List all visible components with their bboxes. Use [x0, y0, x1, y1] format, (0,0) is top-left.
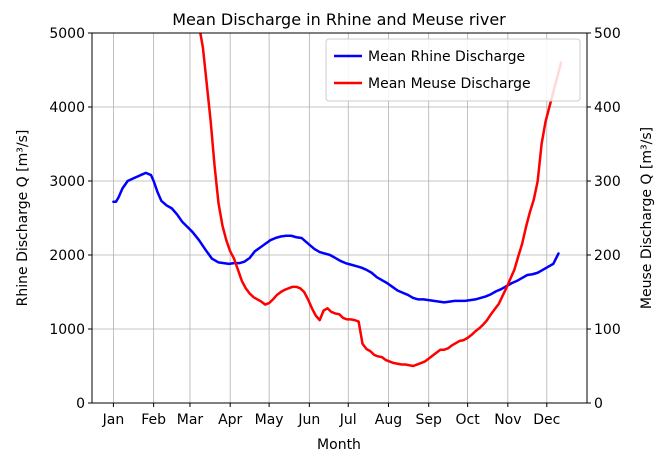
series-layer: [112, 33, 563, 368]
right-y-axis-label: Meuse Discharge Q [m³/s]: [639, 127, 655, 309]
right-y-tick-label: 200: [594, 248, 621, 264]
left-y-tick-label: 5000: [49, 26, 85, 42]
x-axis: Jan Feb Mar Apr May Jun Jul Aug Sep Oct Nov Dec: [102, 403, 560, 428]
right-y-tick-label: 300: [594, 174, 621, 190]
left-y-tick-label: 3000: [49, 174, 85, 190]
right-y-tick-label: 500: [594, 26, 621, 42]
left-y-tick-label: 2000: [49, 248, 85, 264]
left-y-axis: 0 1000 2000 3000 4000 5000: [49, 26, 92, 412]
legend: Mean Rhine Discharge Mean Meuse Discharg…: [325, 38, 581, 102]
x-tick-label: Aug: [375, 412, 402, 428]
chart-title: Mean Discharge in Rhine and Meuse river: [172, 10, 506, 29]
x-tick-label: Sep: [416, 412, 443, 428]
left-y-tick-label: 4000: [49, 100, 85, 116]
left-y-tick-label: 1000: [49, 322, 85, 338]
left-y-axis-label: Rhine Discharge Q [m³/s]: [15, 130, 31, 307]
x-tick-label: Jul: [339, 412, 357, 428]
x-axis-label: Month: [317, 437, 361, 453]
x-tick-label: Feb: [141, 412, 166, 428]
left-y-tick-label: 0: [76, 396, 85, 412]
plot-frame: [91, 32, 588, 404]
series-line-rhine: [112, 171, 560, 304]
x-tick-label: Dec: [533, 412, 560, 428]
legend-box: [325, 38, 581, 102]
legend-label-meuse: Mean Meuse Discharge: [368, 76, 531, 92]
right-y-axis: 0 100 200 300 400 500: [587, 26, 621, 412]
x-tick-label: Nov: [494, 412, 521, 428]
right-y-tick-label: 100: [594, 322, 621, 338]
x-tick-label: Oct: [456, 412, 481, 428]
legend-label-rhine: Mean Rhine Discharge: [368, 49, 525, 65]
series-line-meuse: [199, 33, 563, 368]
x-tick-label: Mar: [177, 412, 204, 428]
x-tick-label: Apr: [218, 412, 242, 428]
x-tick-label: Jun: [297, 412, 320, 428]
right-y-tick-label: 0: [594, 396, 603, 412]
x-tick-label: May: [255, 412, 284, 428]
x-tick-label: Jan: [102, 412, 125, 428]
right-y-tick-label: 400: [594, 100, 621, 116]
